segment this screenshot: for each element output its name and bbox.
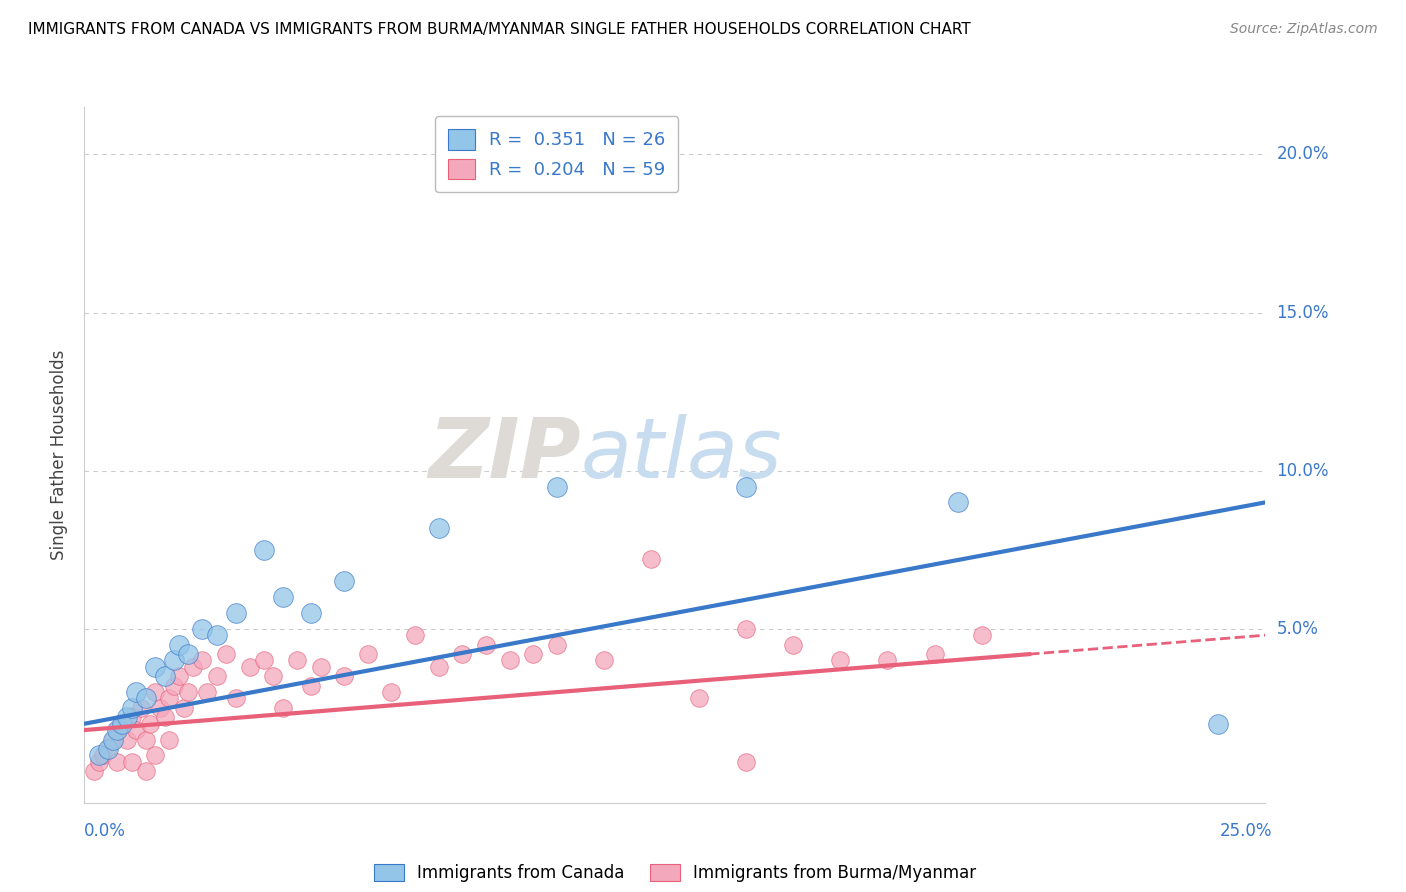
Point bbox=[876, 653, 898, 667]
Point bbox=[451, 647, 474, 661]
Point bbox=[333, 574, 356, 589]
Point bbox=[87, 755, 110, 769]
Point bbox=[97, 742, 120, 756]
Point bbox=[205, 628, 228, 642]
Point bbox=[121, 710, 143, 724]
Point bbox=[253, 542, 276, 557]
Point bbox=[149, 701, 172, 715]
Point bbox=[157, 732, 180, 747]
Text: 5.0%: 5.0% bbox=[1277, 620, 1319, 638]
Point bbox=[195, 685, 218, 699]
Point bbox=[404, 628, 426, 642]
Point bbox=[167, 638, 190, 652]
Text: 25.0%: 25.0% bbox=[1220, 822, 1272, 839]
Point bbox=[205, 669, 228, 683]
Point bbox=[111, 716, 134, 731]
Point bbox=[427, 660, 450, 674]
Text: atlas: atlas bbox=[581, 415, 782, 495]
Point bbox=[215, 647, 238, 661]
Point bbox=[107, 755, 129, 769]
Point bbox=[181, 660, 204, 674]
Text: 0.0%: 0.0% bbox=[84, 822, 127, 839]
Point bbox=[522, 647, 544, 661]
Point bbox=[427, 521, 450, 535]
Point bbox=[115, 710, 138, 724]
Point bbox=[121, 701, 143, 715]
Point bbox=[139, 716, 162, 731]
Point bbox=[271, 701, 294, 715]
Text: 15.0%: 15.0% bbox=[1277, 303, 1329, 322]
Point bbox=[143, 748, 166, 763]
Point bbox=[107, 723, 129, 737]
Point bbox=[734, 622, 756, 636]
Point bbox=[688, 691, 710, 706]
Point bbox=[239, 660, 262, 674]
Point bbox=[177, 685, 200, 699]
Point bbox=[177, 647, 200, 661]
Point bbox=[121, 755, 143, 769]
Point bbox=[153, 669, 176, 683]
Point bbox=[125, 723, 148, 737]
Point bbox=[225, 606, 247, 620]
Y-axis label: Single Father Households: Single Father Households bbox=[51, 350, 69, 560]
Point bbox=[734, 755, 756, 769]
Point bbox=[91, 748, 114, 763]
Point bbox=[253, 653, 276, 667]
Point bbox=[1206, 716, 1229, 731]
Point bbox=[333, 669, 356, 683]
Point bbox=[111, 716, 134, 731]
Point bbox=[135, 764, 157, 779]
Point bbox=[101, 732, 124, 747]
Point bbox=[309, 660, 332, 674]
Point bbox=[498, 653, 520, 667]
Point bbox=[970, 628, 993, 642]
Point bbox=[135, 732, 157, 747]
Point bbox=[129, 701, 152, 715]
Point bbox=[380, 685, 402, 699]
Point bbox=[271, 591, 294, 605]
Point bbox=[640, 552, 662, 566]
Point bbox=[948, 495, 970, 509]
Point bbox=[163, 653, 186, 667]
Point bbox=[830, 653, 852, 667]
Point bbox=[262, 669, 284, 683]
Point bbox=[153, 710, 176, 724]
Point bbox=[125, 685, 148, 699]
Point bbox=[143, 660, 166, 674]
Point bbox=[135, 691, 157, 706]
Point bbox=[163, 679, 186, 693]
Point bbox=[299, 679, 322, 693]
Point bbox=[357, 647, 380, 661]
Point bbox=[97, 742, 120, 756]
Point bbox=[546, 479, 568, 493]
Point bbox=[191, 622, 214, 636]
Point bbox=[285, 653, 308, 667]
Point bbox=[167, 669, 190, 683]
Point bbox=[143, 685, 166, 699]
Point bbox=[87, 748, 110, 763]
Point bbox=[191, 653, 214, 667]
Point bbox=[299, 606, 322, 620]
Text: IMMIGRANTS FROM CANADA VS IMMIGRANTS FROM BURMA/MYANMAR SINGLE FATHER HOUSEHOLDS: IMMIGRANTS FROM CANADA VS IMMIGRANTS FRO… bbox=[28, 22, 972, 37]
Point bbox=[546, 638, 568, 652]
Point bbox=[173, 701, 195, 715]
Point bbox=[107, 723, 129, 737]
Point bbox=[115, 732, 138, 747]
Point bbox=[101, 732, 124, 747]
Point bbox=[83, 764, 105, 779]
Legend: R =  0.351   N = 26, R =  0.204   N = 59: R = 0.351 N = 26, R = 0.204 N = 59 bbox=[436, 116, 678, 192]
Point bbox=[782, 638, 804, 652]
Point bbox=[924, 647, 946, 661]
Point bbox=[734, 479, 756, 493]
Point bbox=[475, 638, 498, 652]
Text: 20.0%: 20.0% bbox=[1277, 145, 1329, 163]
Text: Source: ZipAtlas.com: Source: ZipAtlas.com bbox=[1230, 22, 1378, 37]
Text: 10.0%: 10.0% bbox=[1277, 462, 1329, 480]
Point bbox=[225, 691, 247, 706]
Text: ZIP: ZIP bbox=[427, 415, 581, 495]
Point bbox=[157, 691, 180, 706]
Point bbox=[593, 653, 616, 667]
